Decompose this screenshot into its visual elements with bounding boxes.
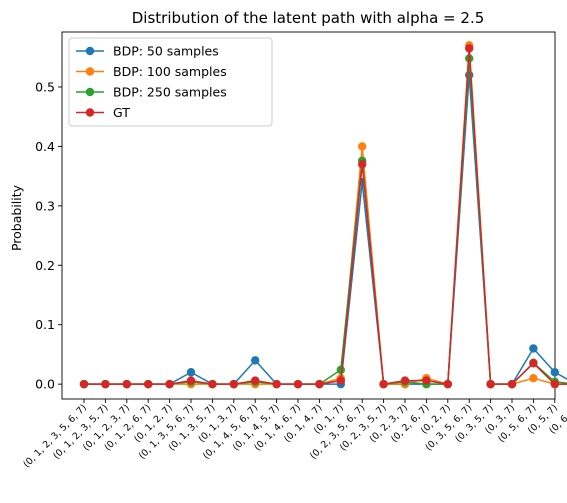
data-point <box>529 359 538 368</box>
data-point <box>443 379 452 389</box>
data-point <box>336 365 345 375</box>
data-point <box>529 373 538 383</box>
data-point <box>122 379 131 389</box>
data-point <box>186 376 196 385</box>
legend-entry: BDP: 100 samples <box>76 64 227 79</box>
data-point <box>186 368 196 377</box>
legend-label: BDP: 100 samples <box>113 64 227 79</box>
chart-title: Distribution of the latent path with alp… <box>132 9 485 27</box>
data-point <box>422 376 431 385</box>
data-point <box>529 344 538 353</box>
data-point <box>358 142 367 151</box>
data-point <box>379 379 388 389</box>
legend-marker <box>85 87 95 97</box>
data-point <box>251 356 260 365</box>
legend-marker <box>85 67 95 76</box>
data-point <box>144 379 153 389</box>
data-point <box>315 379 324 389</box>
data-point <box>486 379 495 389</box>
legend-marker <box>85 108 95 117</box>
data-point <box>550 368 559 377</box>
data-point <box>358 160 367 169</box>
data-point <box>465 70 474 80</box>
data-point <box>550 379 559 389</box>
series-4 <box>79 44 567 389</box>
legend-entry: BDP: 250 samples <box>76 85 227 100</box>
data-point <box>465 44 474 53</box>
legend-box <box>68 37 273 127</box>
legend-entry: GT <box>76 105 130 120</box>
legend-marker <box>85 46 95 56</box>
data-point <box>165 379 174 389</box>
y-tick-label: 0.1 <box>35 317 55 332</box>
y-axis-label: Probability <box>9 184 24 251</box>
y-tick-label: 0.4 <box>35 139 55 154</box>
data-point <box>293 379 303 389</box>
y-tick-label: 0.5 <box>35 79 55 94</box>
data-point <box>507 379 517 389</box>
y-tick-label: 0.0 <box>35 377 55 392</box>
y-tick-label: 0.2 <box>35 258 55 273</box>
data-point <box>79 379 89 389</box>
data-point <box>400 376 410 385</box>
data-point <box>208 379 217 389</box>
data-point <box>336 376 345 385</box>
data-point <box>101 379 110 389</box>
legend-label: GT <box>113 105 130 120</box>
axes-frame <box>61 31 556 400</box>
data-point <box>272 379 281 389</box>
legend-label: BDP: 50 samples <box>113 44 219 59</box>
legend: BDP: 50 samples BDP: 100 samples BDP: 250 … <box>68 37 273 127</box>
data-point <box>251 376 260 385</box>
data-point <box>229 379 238 389</box>
y-tick-label: 0.3 <box>35 198 55 213</box>
legend-entry: BDP: 50 samples <box>76 44 219 59</box>
legend-label: BDP: 250 samples <box>113 85 227 100</box>
